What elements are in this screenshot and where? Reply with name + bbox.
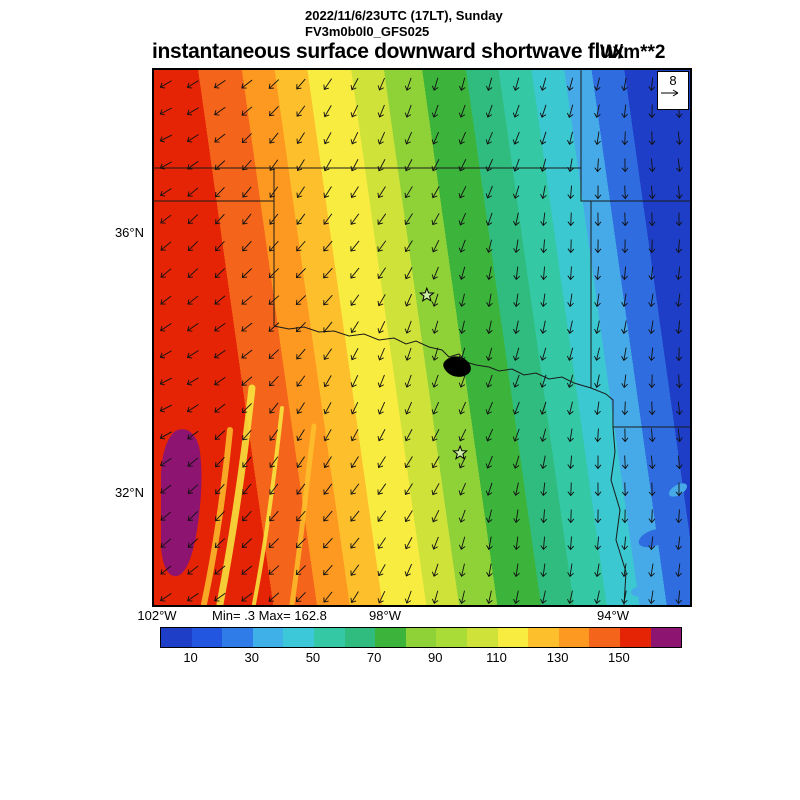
colorbar-tick-label: 150 (607, 650, 630, 665)
colorbar-tick-label: 30 (244, 650, 259, 665)
colorbar-cell (528, 628, 559, 647)
colorbar-cell (161, 628, 192, 647)
colorbar-cell (619, 628, 651, 647)
city-star-marker (452, 444, 469, 460)
colorbar-tick-label: 110 (486, 650, 507, 665)
lat-label-36n: 36°N (114, 225, 144, 240)
wind-reference-arrow-icon (661, 89, 679, 97)
units-label: W/m**2 (600, 42, 666, 63)
valid-time-label: 2022/11/6/23UTC (17LT), Sunday (305, 8, 503, 23)
colorbar-cell (222, 628, 253, 647)
colorbar-tick-label: 50 (305, 650, 321, 665)
wind-reference-box: 8 (657, 71, 689, 110)
colorbar-cell (558, 628, 590, 647)
colorbar-cell (405, 628, 437, 647)
colorbar-cell (589, 628, 620, 647)
colorbar-tick-label: 90 (428, 650, 443, 665)
colorbar-tick-labels: 10 30 50 70 90 110 130 150 (160, 650, 680, 666)
lon-label-102w: 102°W (137, 608, 177, 623)
colorbar-cell (313, 628, 345, 647)
map-plot-area: 8 (152, 68, 692, 607)
wind-arrows (159, 77, 683, 605)
reservoir-blob (443, 356, 471, 377)
colorbar (160, 627, 682, 648)
colorbar-tick-label: 10 (183, 650, 198, 665)
colorbar-cell (466, 628, 498, 647)
lat-label-32n: 32°N (114, 485, 144, 500)
colorbar-cell (252, 628, 284, 647)
colorbar-cell (375, 628, 406, 647)
low-flux-patches (631, 483, 688, 597)
model-label: FV3m0b0l0_GFS025 (305, 24, 430, 39)
flux-shading (154, 70, 690, 605)
colorbar-cell (344, 628, 376, 647)
city-star-marker (418, 286, 435, 303)
flux-map (154, 70, 690, 605)
wind-reference-value: 8 (669, 73, 677, 88)
colorbar-tick-label: 70 (366, 650, 382, 665)
colorbar-cell (650, 628, 682, 647)
colorbar-cell (191, 628, 223, 647)
colorbar-cell (497, 628, 529, 647)
lon-label-98w: 98°W (369, 608, 401, 623)
lon-label-94w: 94°W (597, 608, 629, 623)
colorbar-cell (436, 628, 467, 647)
colorbar-cell (283, 628, 314, 647)
flux-streaks (201, 384, 317, 605)
minmax-label: Min= .3 Max= 162.8 (212, 608, 327, 623)
plot-title: instantaneous surface downward shortwave… (152, 40, 624, 63)
colorbar-tick-label: 130 (546, 650, 569, 665)
